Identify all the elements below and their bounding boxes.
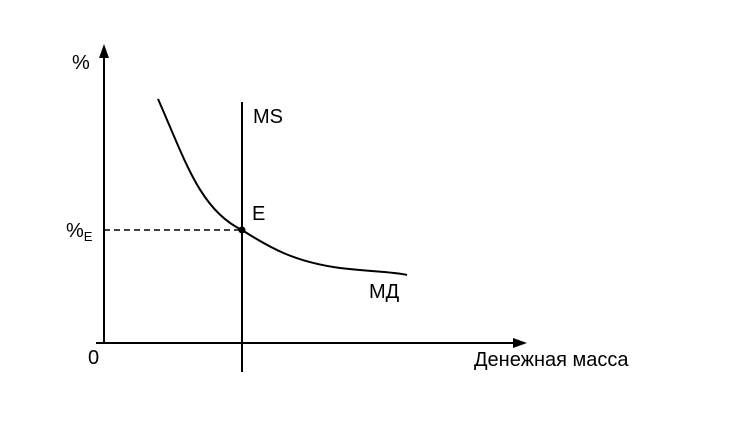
equilibrium-rate-subscript: E	[84, 229, 93, 244]
equilibrium-point-label: E	[252, 203, 265, 225]
x-axis-label: Денежная масса	[474, 349, 629, 371]
demand-curve-label: МД	[369, 281, 400, 303]
equilibrium-rate-label: %E	[66, 220, 93, 244]
origin-label: 0	[88, 347, 99, 369]
supply-curve-label: MS	[253, 106, 283, 128]
y-axis-label: %	[72, 52, 90, 74]
equilibrium-point	[238, 226, 246, 234]
x-axis-arrow	[513, 338, 527, 348]
y-axis-arrow	[99, 44, 109, 58]
money-demand-curve	[157, 98, 408, 276]
